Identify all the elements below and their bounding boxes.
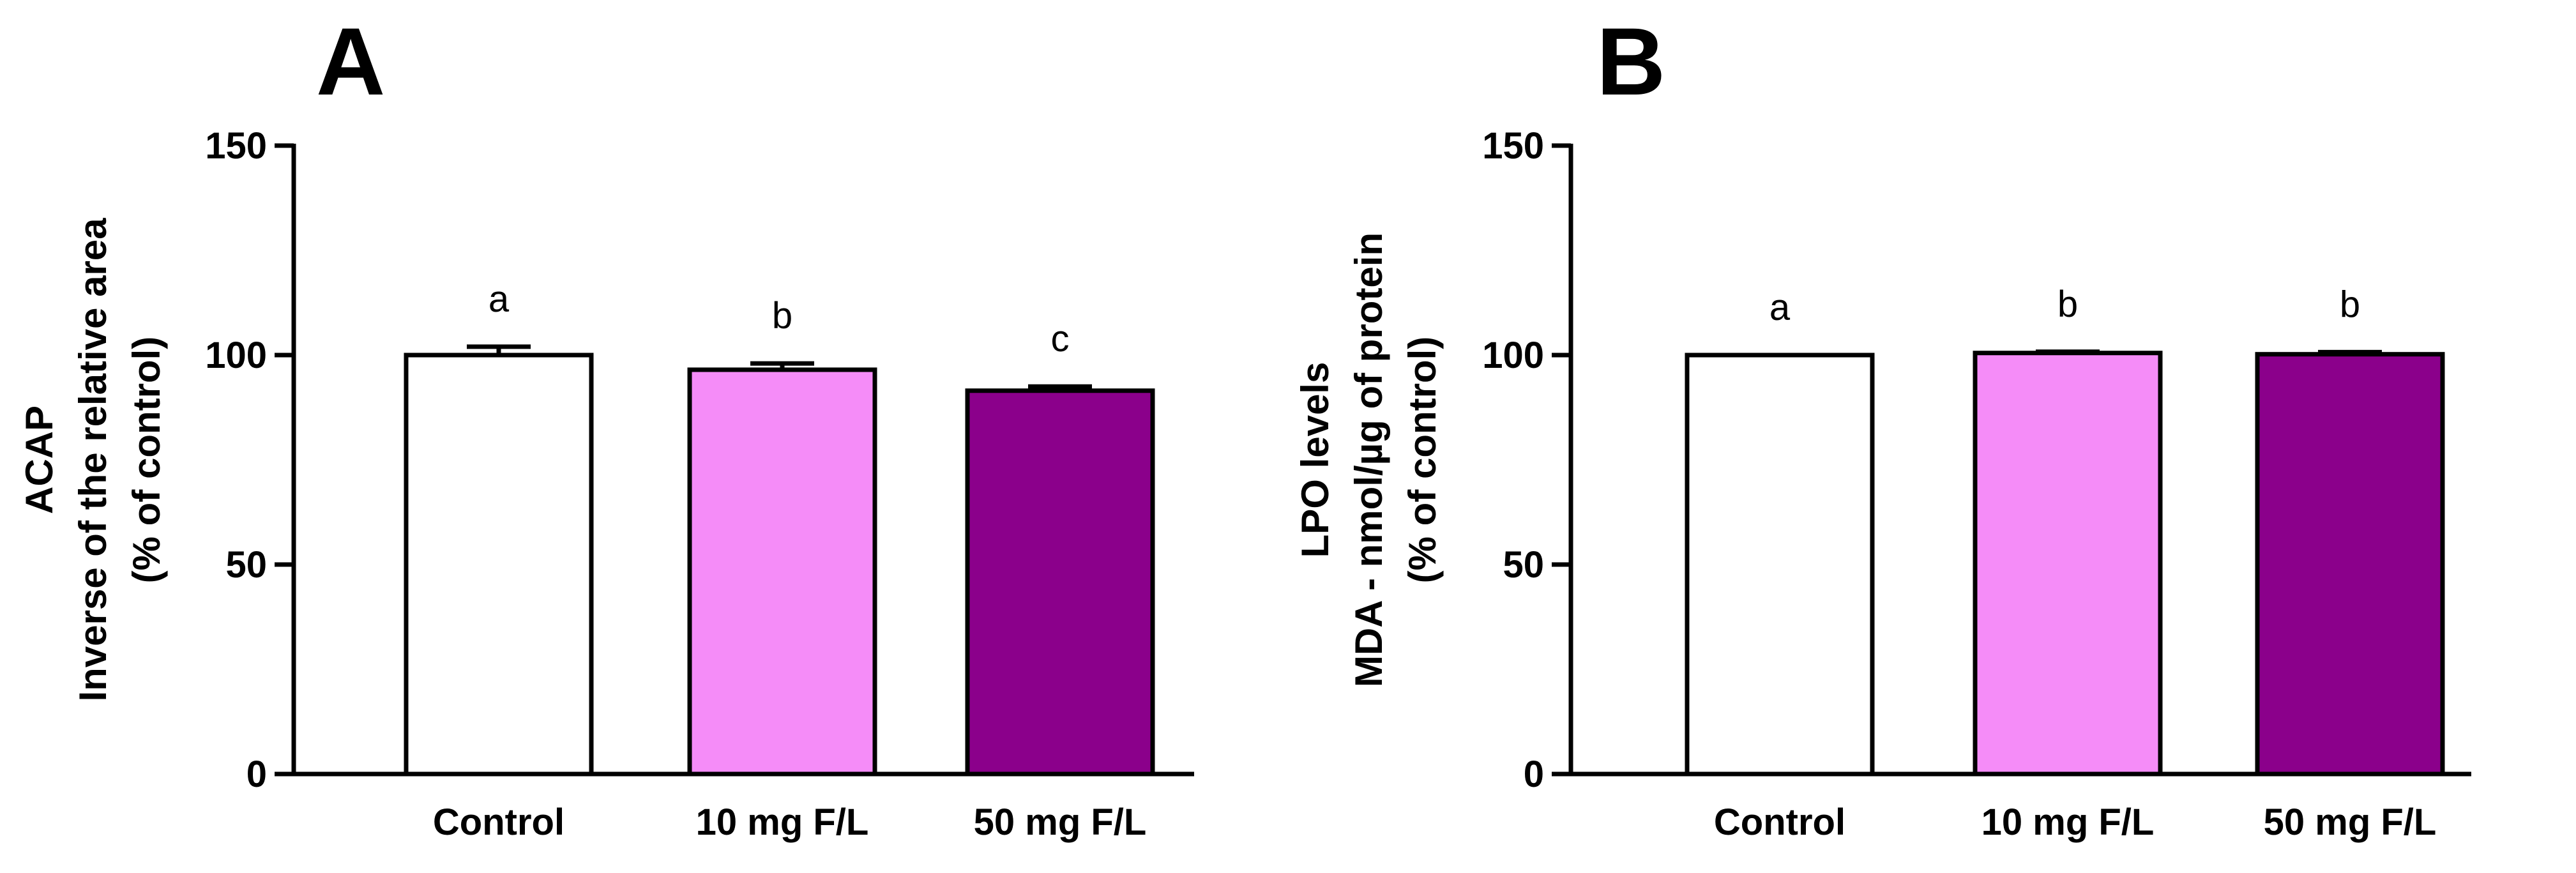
bar xyxy=(1973,351,2163,777)
bar xyxy=(1685,353,1875,777)
y-axis-label-line: (% of control) xyxy=(125,337,168,584)
x-tick-label: 10 mg F/L xyxy=(696,801,869,843)
bar xyxy=(687,367,877,777)
significance-letter: a xyxy=(1769,287,1791,328)
significance-letter: c xyxy=(1051,318,1070,360)
y-axis-label-line: LPO levels xyxy=(1294,362,1337,558)
significance-letter: b xyxy=(2057,284,2078,325)
y-tick-label: 50 xyxy=(1503,544,1544,586)
bar xyxy=(404,353,594,777)
y-tick-label: 150 xyxy=(205,125,267,167)
significance-letter: a xyxy=(489,278,510,320)
y-tick-label: 50 xyxy=(225,544,267,586)
significance-letter: b xyxy=(2340,284,2360,325)
y-tick-label: 0 xyxy=(1524,754,1544,795)
panel-b: B 0 50 100 150 LPO levels MDA - nmol/µg of pro… xyxy=(1294,8,2471,843)
y-axis-label-line: ACAP xyxy=(18,406,61,514)
y-axis-label-line: Inverse of the relative area xyxy=(72,218,114,702)
x-tick-label: 50 mg F/L xyxy=(974,801,1147,843)
y-tick-label: 150 xyxy=(1482,125,1544,167)
panel-a: A 0 50 100 150 ACAP Inverse of the relative ar… xyxy=(18,8,1194,843)
x-tick-label: 50 mg F/L xyxy=(2264,801,2437,843)
y-tick-label: 100 xyxy=(205,335,267,376)
y-axis-label-line: MDA - nmol/µg of protein xyxy=(1347,232,1390,687)
y-tick-label: 0 xyxy=(246,754,267,795)
x-tick-label: Control xyxy=(433,801,564,843)
bar xyxy=(965,388,1155,777)
x-tick-label: 10 mg F/L xyxy=(1981,801,2155,843)
y-tick-label: 100 xyxy=(1482,335,1544,376)
x-tick-label: Control xyxy=(1714,801,1845,843)
significance-letter: b xyxy=(772,295,792,337)
panel-letter: A xyxy=(316,8,385,115)
bar xyxy=(2255,352,2445,777)
panel-letter: B xyxy=(1596,8,1665,115)
y-axis-label-line: (% of control) xyxy=(1401,337,1444,584)
